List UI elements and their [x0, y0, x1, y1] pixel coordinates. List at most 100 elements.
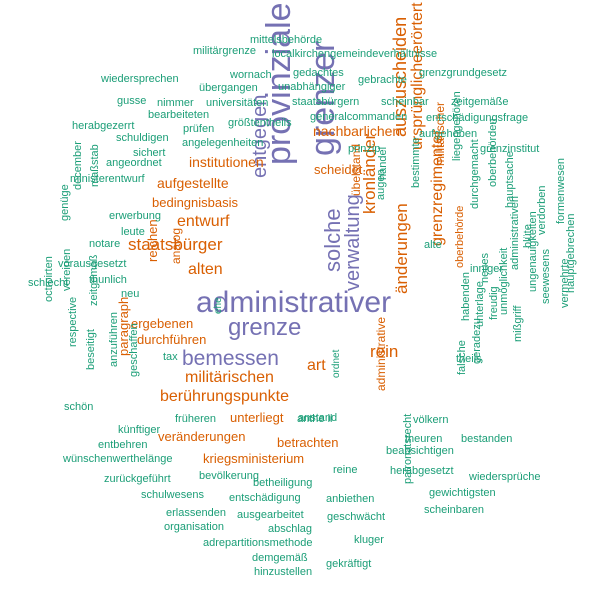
word-angelegenheiten: angelegenheiten	[182, 137, 264, 149]
word-hauptgebrechen: hauptgebrechen	[565, 213, 577, 293]
word-schuldigen: schuldigen	[116, 132, 169, 144]
word-schön: schön	[64, 401, 94, 413]
word-schlecht: schlecht	[28, 277, 69, 289]
word-anbiethen: anbiethen	[326, 493, 375, 505]
word-grenze: grenze	[228, 314, 302, 341]
word-erlassenden: erlassenden	[166, 507, 226, 519]
word-zeitgemäß: zeitgemäß	[88, 254, 100, 306]
word-übergangen: übergangen	[199, 82, 258, 94]
word-beabsichtigen: beabsichtigen	[386, 445, 454, 457]
word-verdorben: verdorben	[536, 185, 548, 235]
word-respective: respective	[67, 296, 79, 347]
word-unterliegt: unterliegt	[230, 410, 284, 425]
word-bearbeiteten: bearbeiteten	[148, 109, 210, 121]
word-institutionen: institutionen	[189, 154, 264, 170]
word-beseitigt: beseitigt	[85, 329, 97, 370]
word-mittelsbehörde: mittelsbehörde	[250, 34, 323, 46]
word-gusse: gusse	[117, 95, 147, 107]
word-reichen: reichen	[145, 219, 160, 262]
word-genüge: genüge	[59, 184, 71, 221]
word-geschwächt: geschwächt	[327, 511, 386, 523]
word-unabhängiger: unabhängiger	[278, 81, 346, 93]
word-oberbehörden: oberbehörden	[487, 118, 499, 187]
word-betheiligung: betheiligung	[253, 477, 313, 489]
word-größtentheils: größtentheils	[228, 117, 292, 129]
word-analog: analog	[169, 227, 183, 264]
word-nimmer: nimmer	[157, 97, 194, 109]
word-wiedersprechen: wiedersprechen	[101, 73, 179, 85]
word-oberbehörde: oberbehörde	[454, 205, 466, 268]
word-anzuführen: anzuführen	[108, 311, 120, 367]
word-maßstab: maßstab	[89, 144, 101, 187]
word-entschädigung: entschädigung	[229, 492, 301, 504]
word-entschädigungsfrage: entschädigungsfrage	[426, 112, 529, 124]
word-administrative: administrative	[374, 316, 388, 391]
word-berührungspunkte: berührungspunkte	[160, 388, 289, 405]
word-prüfen: prüfen	[183, 123, 215, 135]
word-handel: handel	[377, 146, 389, 180]
word-hinzustellen: hinzustellen	[254, 566, 313, 578]
word-zeitgemäße: zeitgemäße	[451, 96, 509, 108]
word-alte: alte	[424, 239, 442, 251]
word-ergebenen: ergebenen	[131, 316, 194, 331]
word-militärischen: militärischen	[185, 369, 274, 386]
word-december: december	[72, 141, 84, 190]
word-bevölkerung: bevölkerung	[199, 470, 259, 482]
word-kriegsministerium: kriegsministerium	[203, 451, 305, 466]
word-völkern: völkern	[413, 414, 449, 426]
word-prinzip: prinzip	[348, 143, 381, 155]
word-ausgearbeitet: ausgearbeitet	[237, 509, 304, 521]
word-bedingnisbasis: bedingnisbasis	[152, 195, 239, 210]
word-wünschenwerthelänge: wünschenwerthelänge	[63, 453, 173, 465]
word-bestimmte: bestimmte	[410, 137, 422, 188]
word-liegengehören: liegengehören	[451, 91, 463, 161]
word-gekräftigt: gekräftigt	[326, 558, 372, 570]
word-reine: reine	[333, 464, 358, 476]
word-zurückgeführt: zurückgeführt	[104, 473, 171, 485]
word-durchführen: durchführen	[137, 332, 207, 347]
word-scheinbaren: scheinbaren	[424, 504, 484, 516]
word-theils: theils	[456, 353, 482, 365]
word-abschlag: abschlag	[268, 523, 313, 535]
word-aufgestellte: aufgestellte	[157, 175, 229, 191]
word-künftiger: künftiger	[118, 424, 161, 436]
word-grenzinstitut: grenzinstitut	[480, 143, 540, 155]
word-staatsbürger: staatsbürger	[128, 235, 223, 254]
word-wornach: wornach	[230, 69, 272, 81]
word-ehe: ehe	[213, 297, 224, 314]
word-herabgesetzt: herabgesetzt	[390, 465, 454, 477]
word-vereinen: vereinen	[61, 248, 73, 291]
word-früheren: früheren	[175, 413, 216, 425]
word-durchgemacht: durchgemacht	[469, 139, 481, 209]
word-administrativer: administrativer	[196, 286, 392, 319]
word-neues: neues	[479, 253, 491, 283]
word-neu: neu	[121, 288, 140, 300]
word-blüte: blüte	[522, 224, 534, 248]
word-demgemäß: demgemäß	[252, 552, 308, 564]
word-mißgriff: mißgriff	[512, 305, 524, 342]
word-scheinbar: scheinbar	[381, 96, 429, 108]
word-sichert: sichert	[133, 147, 166, 159]
word-tax: tax	[163, 351, 178, 363]
word-adrepartitionsmethode: adrepartitionsmethode	[203, 537, 313, 549]
word-octroirten: octroirten	[43, 256, 55, 302]
word-aufgehoben: aufgehoben	[419, 128, 478, 140]
word-gebrachte: gebrachte	[358, 74, 407, 86]
word-notare: notare	[89, 238, 121, 250]
word-universitäten: universitäten	[206, 97, 269, 109]
word-militärgrenze: militärgrenze	[193, 45, 256, 57]
word-geschaffen: geschaffen	[128, 323, 140, 377]
word-hauptsache: hauptsache	[504, 151, 516, 208]
word-seewesens: seewesens	[540, 248, 552, 304]
word-unterlage: unterlage	[474, 281, 486, 327]
word-gewichtigsten: gewichtigsten	[429, 487, 496, 499]
word-generalcommanden: generalcommanden	[310, 111, 408, 123]
word-gedachtes: gedachtes	[293, 67, 344, 79]
word-art: art	[307, 357, 326, 374]
word-staatsbürgern: staatsbürgern	[292, 96, 360, 108]
word-localkirchengemeindeverhältnisse: localkirchengemeindeverhältnisse	[272, 48, 438, 60]
word-thunlich: thunlich	[89, 274, 127, 286]
word-formenwesen: formenwesen	[555, 157, 567, 224]
word-schulwesens: schulwesens	[141, 489, 204, 501]
